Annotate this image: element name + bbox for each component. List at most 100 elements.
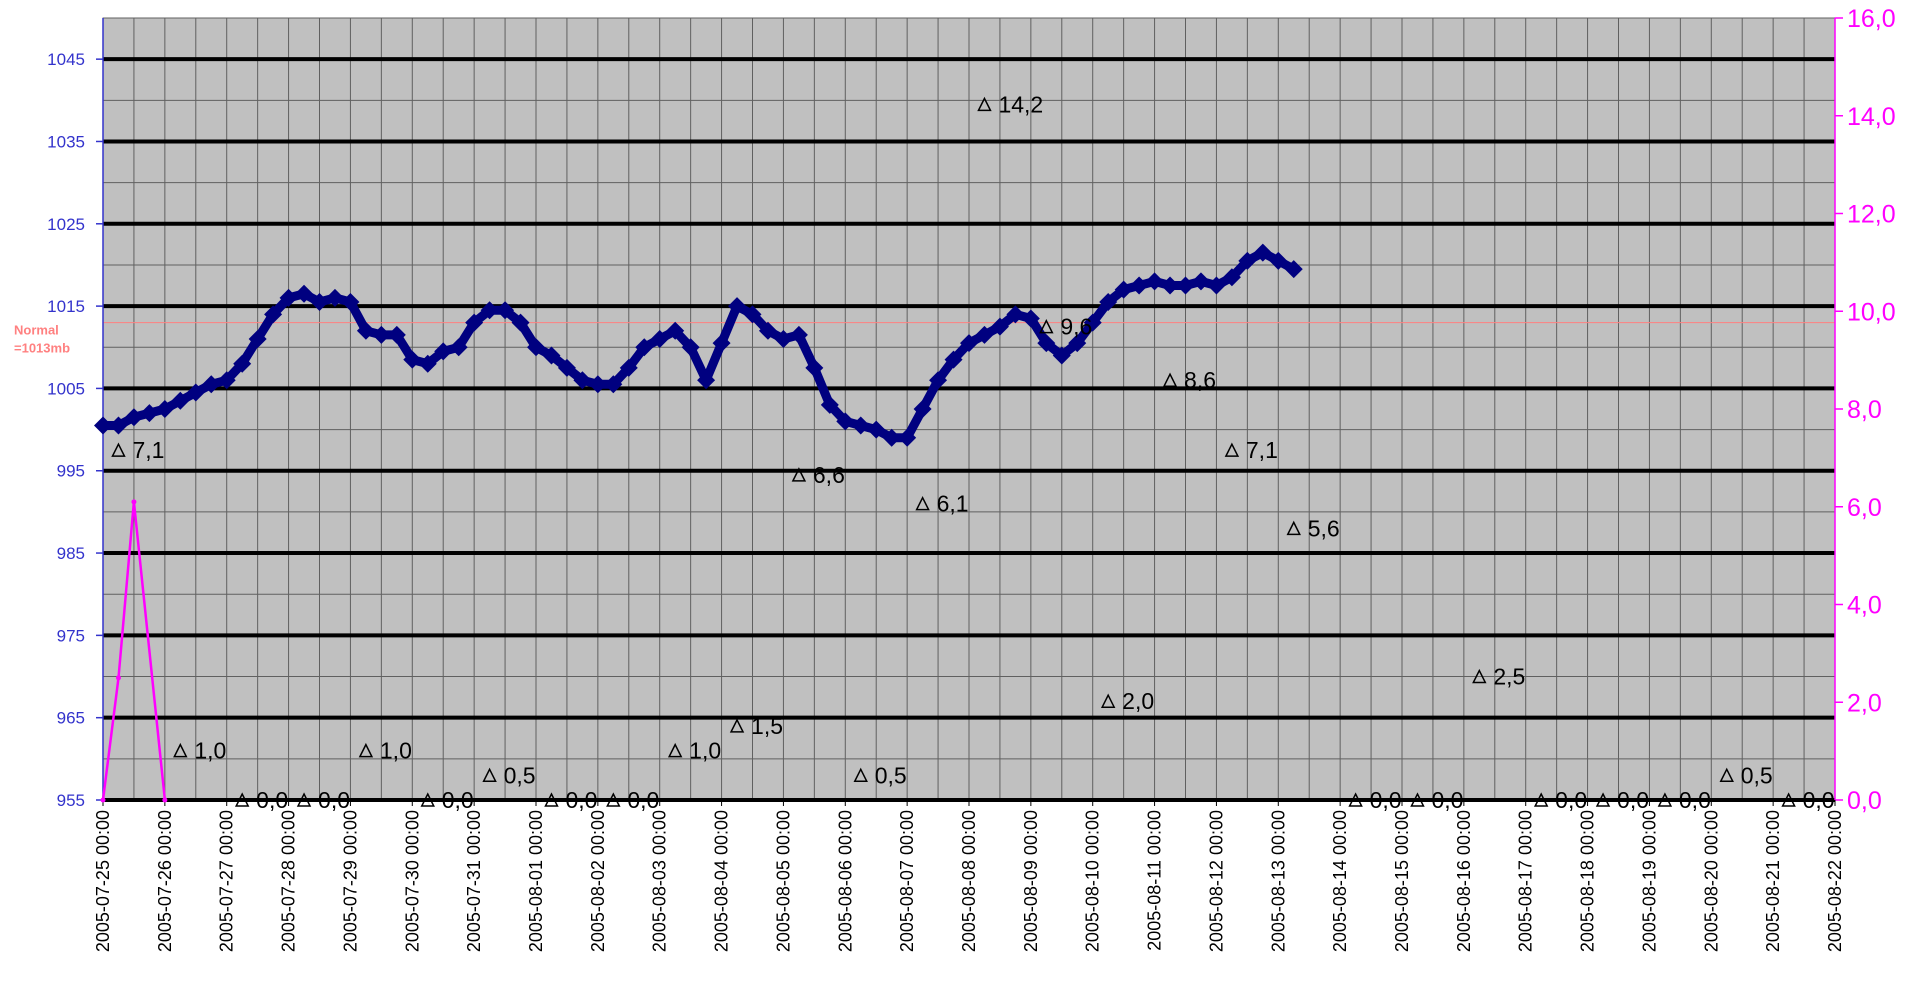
- pressure-point: [1207, 276, 1226, 295]
- x-tick-label: 2005-08-16 00:00: [1454, 810, 1474, 952]
- x-tick-label: 2005-07-30 00:00: [402, 810, 422, 952]
- pressure-point: [527, 338, 545, 357]
- pressure-point: [1176, 276, 1195, 295]
- annotation-label: 1,0: [194, 738, 226, 764]
- pressure-point: [990, 317, 1009, 336]
- x-tick-label: 2005-08-06 00:00: [835, 810, 855, 952]
- x-tick-label: 2005-08-12 00:00: [1206, 810, 1226, 952]
- annotation-label: 6,1: [937, 491, 969, 517]
- right-tick-label: 6,0: [1847, 494, 1882, 522]
- annotation-label: 0,0: [1803, 787, 1835, 813]
- pressure-point: [898, 428, 917, 447]
- x-tick-label: 2005-07-25 00:00: [93, 810, 113, 952]
- annotation-marker: [791, 467, 807, 482]
- pressure-point: [171, 391, 190, 410]
- series-layer: [94, 243, 1303, 803]
- left-tick-label: 985: [57, 544, 85, 563]
- pressure-point: [140, 404, 159, 423]
- x-tick-label: 2005-08-09 00:00: [1021, 810, 1041, 952]
- pressure-point: [403, 350, 422, 369]
- x-tick-label: 2005-08-01 00:00: [526, 810, 546, 952]
- pressure-point: [1284, 260, 1303, 279]
- pressure-point: [449, 338, 468, 357]
- pressure-point: [542, 346, 561, 365]
- annotation-label: 0,5: [504, 762, 536, 788]
- annotation-label: 0,0: [1679, 787, 1711, 813]
- annotation-marker: [729, 718, 745, 733]
- x-tick-label: 2005-07-27 00:00: [217, 810, 237, 952]
- x-tick-label: 2005-07-29 00:00: [340, 810, 360, 952]
- pressure-point: [217, 371, 236, 390]
- x-tick-label: 2005-07-28 00:00: [279, 810, 299, 952]
- annotation-marker: [1162, 372, 1178, 387]
- annotation-label: 0,0: [1431, 787, 1463, 813]
- x-tick-label: 2005-08-20 00:00: [1701, 810, 1721, 952]
- annotation-label: 0,0: [565, 787, 597, 813]
- annotation-marker: [1348, 792, 1363, 807]
- annotation-label: 7,1: [1246, 437, 1278, 463]
- left-tick-label: 955: [57, 791, 85, 810]
- pressure-point: [666, 321, 685, 340]
- pressure-point: [310, 292, 329, 311]
- x-tick-label: 2005-08-08 00:00: [959, 810, 979, 952]
- pressure-point: [774, 330, 793, 349]
- left-tick-label: 1005: [47, 379, 85, 398]
- pressure-point: [929, 371, 948, 390]
- pressure-point: [124, 408, 143, 427]
- x-tick-label: 2005-08-11 00:00: [1145, 810, 1165, 951]
- pressure-point: [1238, 251, 1257, 270]
- right-axis: 0,0 2,0 4,0 6,0 8,0 10,0 12,0 14,0 16,0: [1834, 5, 1896, 815]
- x-tick-label: 2005-08-05 00:00: [773, 810, 793, 952]
- pressure-point: [372, 325, 391, 344]
- x-tick-label: 2005-07-31 00:00: [464, 810, 484, 952]
- annotation-marker: [1100, 693, 1116, 708]
- annotation-marker: [173, 742, 188, 758]
- left-tick-label: 975: [57, 626, 85, 645]
- annotation-marker: [544, 792, 559, 807]
- pressure-point: [496, 301, 515, 320]
- x-tick-label: 2005-08-18 00:00: [1578, 810, 1598, 952]
- right-tick-label: 12,0: [1847, 201, 1896, 229]
- right-tick-label: 4,0: [1847, 592, 1882, 620]
- pressure-point: [789, 325, 808, 344]
- annotation-marker: [1472, 668, 1487, 684]
- annotation-layer: 7,1 1,0 0,0 0,0 1,0 0,0 0,5 0,0 0,0 1,0 1,5 6,6 0,5 6…: [111, 91, 1835, 813]
- x-tick-label: 2005-08-03 00:00: [650, 810, 670, 952]
- x-tick-label: 2005-08-13 00:00: [1268, 810, 1288, 952]
- annotation-label: 6,6: [813, 462, 845, 488]
- pressure-point: [418, 354, 437, 373]
- right-tick-label: 8,0: [1847, 396, 1882, 424]
- pressure-point: [279, 288, 298, 307]
- pressure-point: [867, 420, 886, 439]
- annotation-marker: [482, 767, 497, 783]
- pressure-point: [387, 325, 406, 344]
- pressure-point: [975, 325, 994, 344]
- pressure-point: [697, 371, 716, 390]
- normal-label: Normal: [14, 323, 59, 338]
- annotation-label: 9,6: [1060, 314, 1092, 340]
- pressure-point: [1130, 276, 1149, 295]
- pressure-point: [264, 305, 283, 324]
- annotation-label: 1,5: [751, 713, 783, 739]
- annotation-label: 14,2: [998, 91, 1043, 117]
- annotation-marker: [1410, 792, 1425, 807]
- pressure-point: [1145, 272, 1164, 291]
- pressure-point: [325, 288, 344, 307]
- x-tick-label: 2005-08-07 00:00: [897, 810, 917, 952]
- pressure-point: [650, 330, 669, 349]
- pressure-point: [480, 301, 499, 320]
- x-tick-label: 2005-08-19 00:00: [1639, 810, 1659, 952]
- x-tick-label: 2005-08-14 00:00: [1330, 810, 1350, 952]
- x-tick-label: 2005-08-02 00:00: [588, 810, 608, 952]
- pressure-point: [882, 428, 901, 447]
- annotation-label: 8,6: [1184, 367, 1216, 393]
- left-tick-label: 1015: [47, 297, 85, 316]
- pressure-point: [1191, 272, 1210, 291]
- pressure-point: [155, 400, 174, 418]
- annotation-marker: [296, 792, 312, 807]
- pressure-point: [851, 416, 870, 435]
- pressure-point: [573, 371, 592, 390]
- pressure-point: [186, 383, 205, 402]
- annotation-label: 0,5: [1741, 762, 1773, 788]
